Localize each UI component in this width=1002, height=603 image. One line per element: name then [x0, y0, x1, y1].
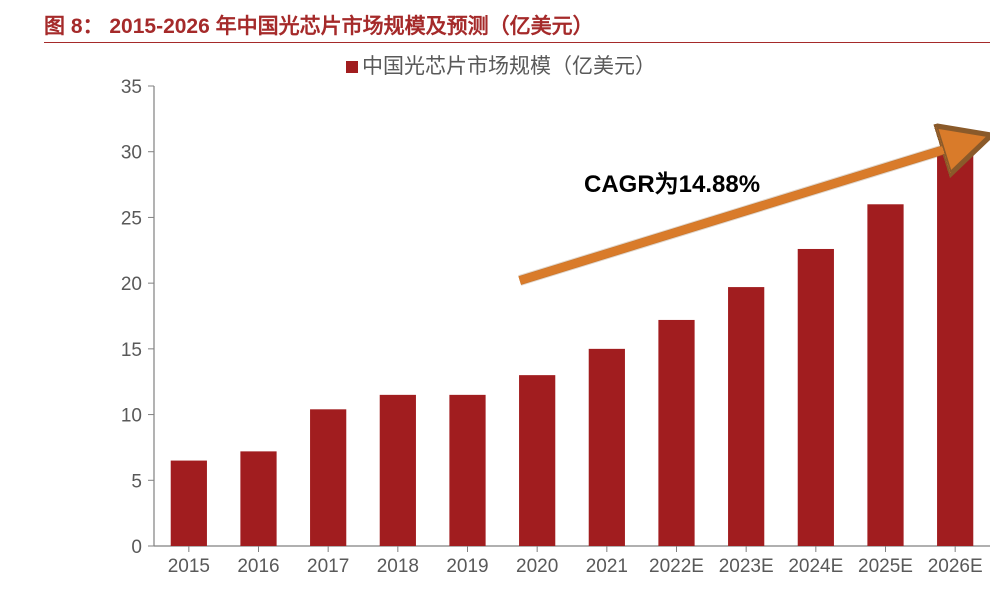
x-tick-label: 2017 — [307, 556, 349, 577]
x-tick-label: 2025E — [858, 556, 913, 577]
x-tick-label: 2021 — [586, 556, 628, 577]
y-tick-label: 5 — [131, 471, 142, 492]
y-tick-label: 10 — [121, 406, 142, 427]
bar — [658, 320, 694, 546]
bar-chart: 0 5 10 15 20 25 30 35 2015 2016 2017 2018 2019 2020 20… — [44, 76, 990, 596]
legend-swatch — [346, 61, 358, 73]
bar — [380, 395, 416, 546]
bar — [589, 349, 625, 546]
legend-label: 中国光芯片市场规模（亿美元） — [362, 55, 656, 78]
y-tick-label: 35 — [121, 77, 142, 98]
bar — [937, 152, 973, 546]
bar — [519, 375, 555, 546]
chart-container: 0 5 10 15 20 25 30 35 2015 2016 2017 2018 2019 2020 20… — [44, 76, 990, 596]
bar — [310, 409, 346, 546]
x-tick-label: 2019 — [446, 556, 488, 577]
bar — [449, 395, 485, 546]
cagr-annotation: CAGR为14.88% — [584, 164, 760, 199]
bar — [171, 461, 207, 546]
y-tick-label: 20 — [121, 274, 142, 295]
x-tick-label: 2023E — [719, 556, 774, 577]
x-tick-label: 2018 — [377, 556, 419, 577]
x-tick-label: 2015 — [168, 556, 210, 577]
title-underline — [44, 42, 990, 43]
x-tick-label: 2026E — [928, 556, 983, 577]
figure-caption: 图 8： 2015-2026 年中国光芯片市场规模及预测（亿美元） — [44, 10, 594, 40]
x-tick-label: 2024E — [788, 556, 843, 577]
y-tick-label: 30 — [121, 143, 142, 164]
x-tick-label: 2016 — [237, 556, 279, 577]
caption-prefix: 图 8： — [44, 15, 104, 38]
bar — [867, 204, 903, 546]
cagr-text: CAGR为14.88% — [584, 171, 760, 198]
y-tick-label: 15 — [121, 340, 142, 361]
caption-text: 2015-2026 年中国光芯片市场规模及预测（亿美元） — [109, 15, 593, 38]
x-tick-label: 2022E — [649, 556, 704, 577]
bar — [798, 249, 834, 546]
y-tick-label: 25 — [121, 208, 142, 229]
bar — [240, 451, 276, 546]
bar — [728, 287, 764, 546]
x-tick-label: 2020 — [516, 556, 558, 577]
y-tick-label: 0 — [131, 537, 142, 558]
